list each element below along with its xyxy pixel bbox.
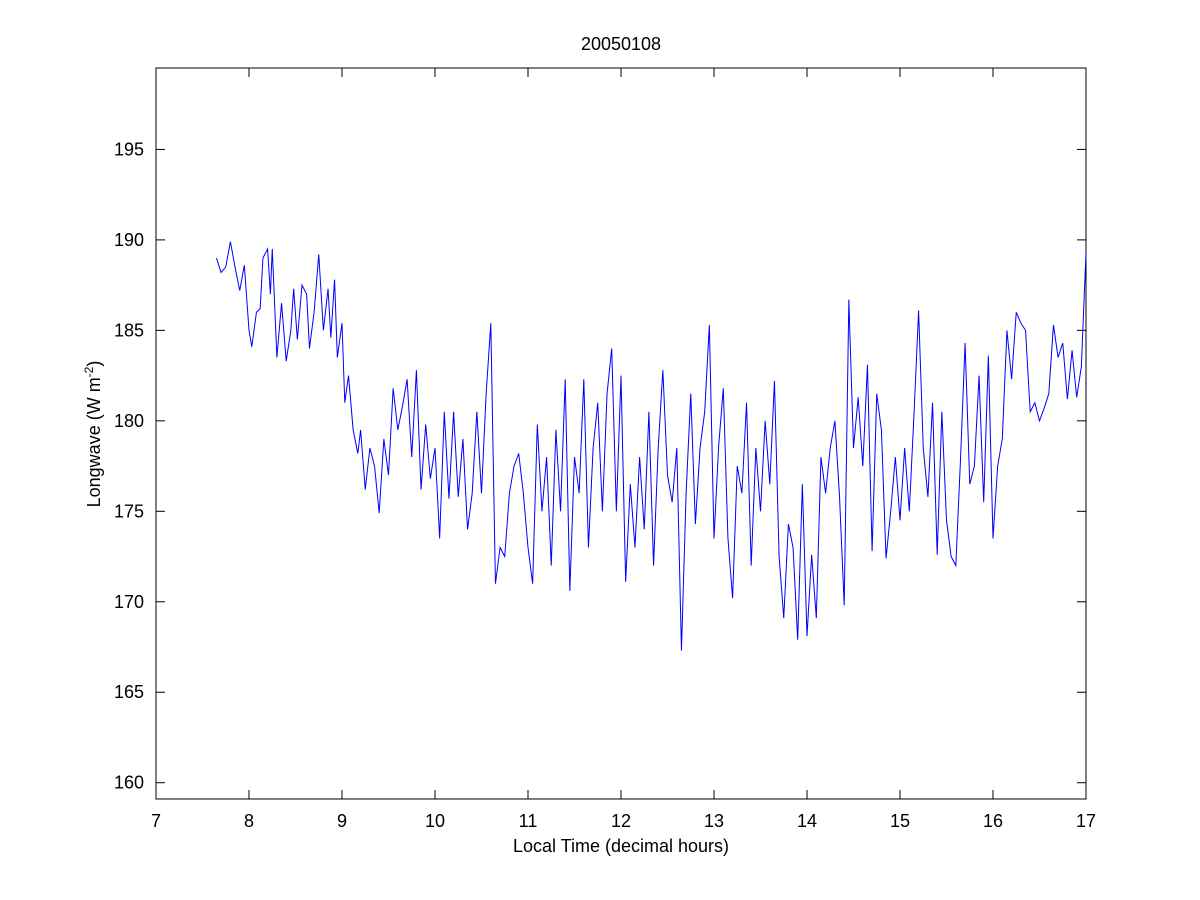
y-tick-label: 175 [114, 501, 144, 521]
x-tick-label: 14 [797, 811, 817, 831]
x-tick-label: 7 [151, 811, 161, 831]
plot-frame [155, 67, 1087, 800]
y-tick-label: 160 [114, 773, 144, 793]
x-tick-label: 13 [704, 811, 724, 831]
x-tick-label: 12 [611, 811, 631, 831]
x-tick-label: 10 [425, 811, 445, 831]
data-line [215, 241, 1087, 651]
y-axis-label-end: ) [84, 361, 104, 367]
x-tick-label: 17 [1076, 811, 1096, 831]
x-tick-label: 8 [244, 811, 254, 831]
x-tick-label: 16 [983, 811, 1003, 831]
x-axis-label: Local Time (decimal hours) [513, 836, 729, 856]
y-tick-label: 185 [114, 320, 144, 340]
y-tick-label: 190 [114, 230, 144, 250]
y-axis-label-main: Longwave (W m [84, 377, 104, 507]
chart-title: 20050108 [581, 34, 661, 54]
x-tick-label: 15 [890, 811, 910, 831]
y-tick-label: 180 [114, 411, 144, 431]
y-tick-label: 165 [114, 682, 144, 702]
y-axis-label: Longwave (W m-2) [82, 361, 104, 508]
y-tick-label: 195 [114, 139, 144, 159]
x-tick-label: 11 [519, 811, 538, 831]
x-tick-label: 9 [337, 811, 347, 831]
y-axis-label-sup: -2 [82, 366, 96, 377]
y-tick-label: 170 [114, 592, 144, 612]
